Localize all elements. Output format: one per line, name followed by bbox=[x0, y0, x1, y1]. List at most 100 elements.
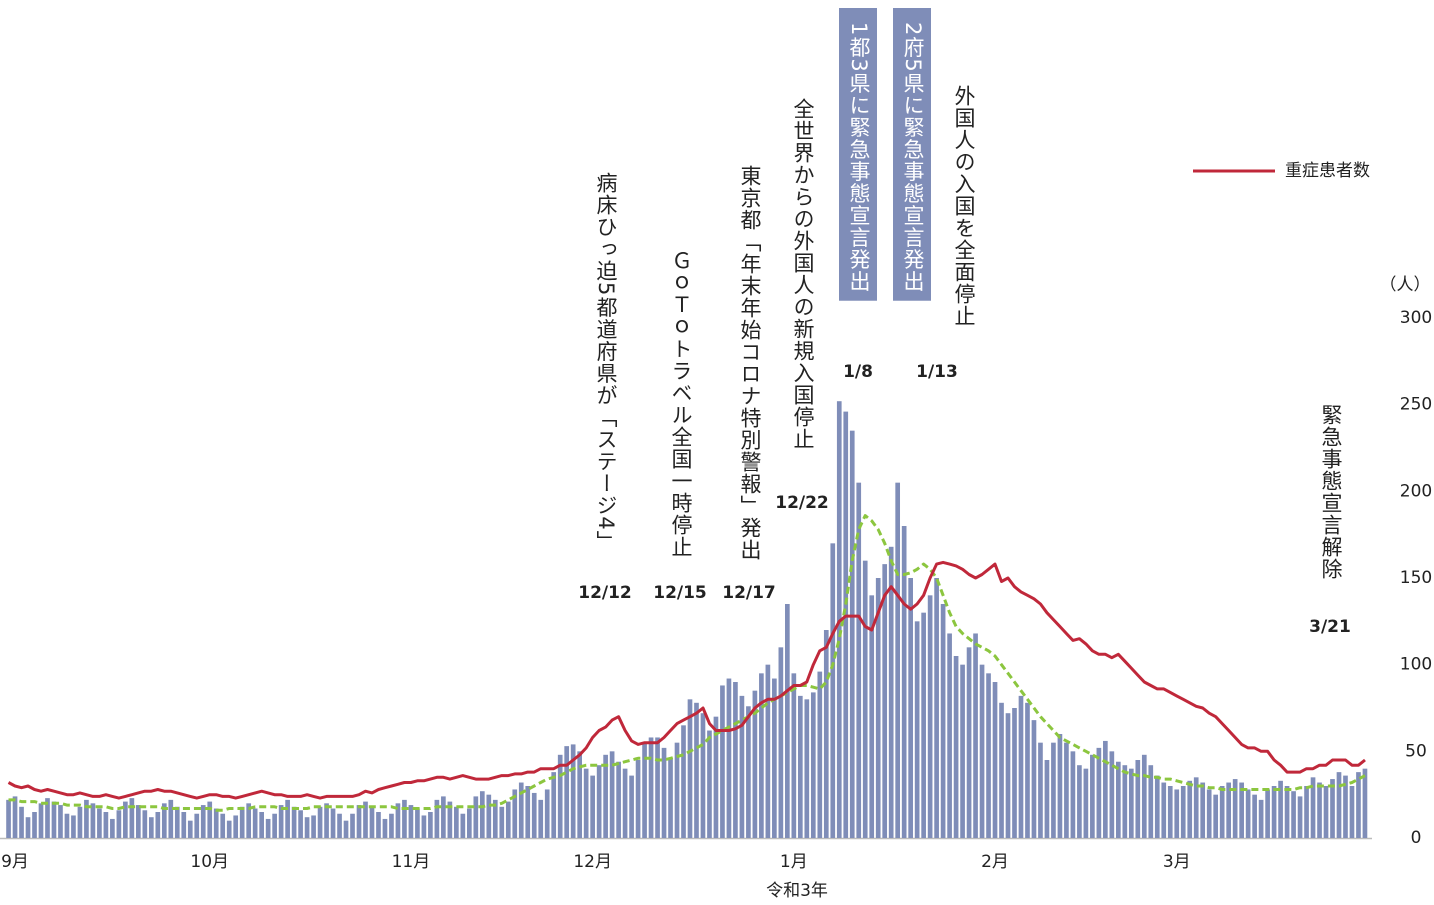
bar bbox=[499, 806, 505, 838]
bar bbox=[901, 526, 907, 838]
bar bbox=[785, 604, 790, 838]
bar bbox=[1031, 720, 1037, 838]
bar bbox=[882, 564, 888, 838]
annotation-date: 1/13 bbox=[916, 362, 958, 382]
y-tick-label: 150 bbox=[1400, 568, 1432, 588]
bar bbox=[700, 713, 706, 838]
bar bbox=[278, 805, 284, 838]
bar bbox=[226, 820, 232, 838]
bar bbox=[369, 806, 375, 838]
bar bbox=[45, 798, 50, 838]
bar bbox=[609, 751, 615, 838]
bar bbox=[220, 813, 226, 838]
bar bbox=[110, 818, 115, 838]
bar bbox=[64, 813, 70, 838]
bar bbox=[1083, 768, 1089, 838]
bar bbox=[1252, 794, 1257, 838]
bar bbox=[648, 737, 654, 838]
bar bbox=[804, 699, 810, 838]
bar bbox=[869, 595, 875, 838]
line bbox=[7, 560, 1366, 800]
bar bbox=[441, 796, 446, 838]
bar bbox=[577, 751, 583, 838]
bar bbox=[551, 772, 557, 838]
bar bbox=[752, 690, 758, 838]
x-tick-label: 1月 bbox=[780, 852, 808, 872]
bar bbox=[1057, 734, 1063, 838]
bar bbox=[1096, 747, 1102, 838]
bar bbox=[187, 820, 193, 838]
bar bbox=[142, 810, 148, 838]
bar bbox=[1025, 702, 1030, 838]
bar bbox=[1226, 782, 1232, 838]
bar bbox=[434, 799, 440, 838]
bar bbox=[337, 813, 342, 838]
bar bbox=[265, 818, 271, 838]
bar bbox=[525, 786, 531, 838]
bar bbox=[1343, 775, 1348, 838]
x-tick-label: 12月 bbox=[573, 852, 612, 872]
annotation-text: 緊急事態宣言解除 bbox=[1319, 404, 1343, 580]
annotation-date: 3/21 bbox=[1309, 617, 1351, 637]
bar bbox=[947, 633, 952, 838]
bar bbox=[1070, 751, 1076, 838]
x-tick-label: 9月 bbox=[1, 852, 29, 872]
bar bbox=[570, 744, 576, 838]
bar bbox=[966, 647, 972, 838]
bar bbox=[1200, 782, 1206, 838]
bar bbox=[233, 815, 239, 838]
bar bbox=[1174, 789, 1180, 838]
bar bbox=[733, 682, 738, 838]
bar bbox=[71, 815, 76, 838]
bar bbox=[1206, 789, 1212, 838]
bar bbox=[1038, 742, 1043, 838]
bar bbox=[97, 808, 102, 838]
bar bbox=[402, 799, 407, 838]
bar bbox=[259, 812, 264, 838]
line bbox=[8, 514, 1366, 812]
bar bbox=[19, 806, 24, 838]
bar bbox=[123, 801, 128, 838]
annotation-date: 12/12 bbox=[578, 583, 632, 603]
bar bbox=[304, 817, 310, 838]
bar bbox=[239, 806, 245, 838]
bar bbox=[1180, 786, 1186, 838]
bar bbox=[1278, 780, 1283, 838]
y-tick-label: 50 bbox=[1405, 741, 1427, 761]
bar bbox=[849, 430, 855, 838]
bar bbox=[564, 746, 570, 838]
x-tick-label: 11月 bbox=[392, 852, 431, 872]
bar bbox=[479, 791, 485, 838]
bar bbox=[687, 699, 693, 838]
bar bbox=[1297, 796, 1303, 838]
annotation-date: 12/22 bbox=[775, 493, 829, 513]
bar bbox=[797, 695, 803, 838]
bar bbox=[681, 725, 686, 838]
bar bbox=[694, 702, 699, 838]
annotation-text: 全世界からの外国人の新規入国停止 bbox=[791, 98, 815, 450]
bar bbox=[1122, 765, 1128, 838]
bar bbox=[707, 730, 712, 838]
bar bbox=[908, 578, 913, 838]
bar bbox=[544, 789, 550, 838]
bar bbox=[1018, 695, 1024, 838]
y-tick-label: 250 bbox=[1400, 395, 1432, 415]
bar bbox=[1148, 765, 1154, 838]
bar bbox=[583, 768, 589, 838]
annotation-text: 東京都「年末年始コロナ特別警報」発出 bbox=[738, 165, 762, 561]
bar bbox=[1064, 742, 1069, 838]
bar bbox=[207, 801, 213, 838]
bar bbox=[382, 818, 388, 838]
bar bbox=[1103, 740, 1108, 838]
bar bbox=[466, 808, 472, 838]
bar bbox=[726, 678, 732, 838]
annotation-date: 12/17 bbox=[722, 583, 776, 603]
bar bbox=[90, 803, 96, 838]
bar bbox=[921, 612, 926, 838]
bar bbox=[363, 801, 368, 838]
bar bbox=[720, 685, 725, 838]
bar bbox=[992, 682, 998, 838]
y-tick-label: 0 bbox=[1411, 828, 1422, 848]
bar bbox=[1012, 708, 1017, 838]
